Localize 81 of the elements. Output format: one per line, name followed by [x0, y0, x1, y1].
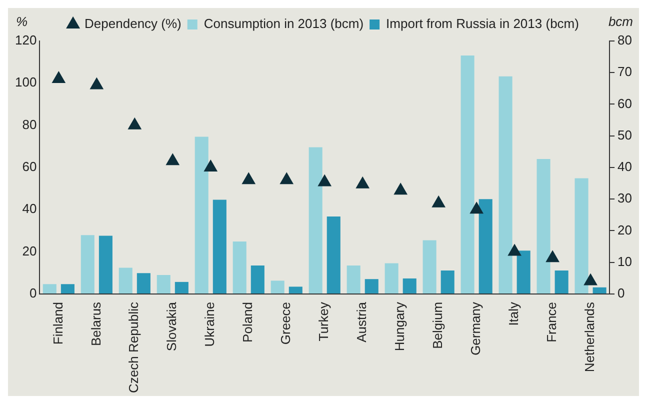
- bar: [98, 236, 112, 294]
- bar: [574, 178, 588, 294]
- bar: [232, 241, 246, 294]
- x-tick-label: France: [544, 302, 560, 342]
- point: [432, 196, 446, 208]
- bar: [592, 287, 606, 294]
- point: [584, 274, 598, 286]
- y-tick-label: 80: [22, 116, 37, 132]
- bar: [60, 284, 74, 294]
- x-tick-label: Germany: [468, 301, 484, 356]
- bar: [80, 235, 94, 294]
- point: [204, 160, 218, 172]
- bar: [326, 216, 340, 294]
- y2-tick-label: 60: [618, 96, 632, 111]
- bar: [42, 284, 56, 294]
- x-tick-label: Slovakia: [164, 301, 180, 352]
- bar: [346, 266, 360, 294]
- bar: [174, 282, 188, 294]
- y2-tick-label: 20: [618, 222, 632, 238]
- point: [356, 176, 370, 188]
- bar: [118, 268, 132, 294]
- legend-label: Consumption in 2013 (bcm): [204, 16, 364, 32]
- bar: [440, 270, 454, 294]
- bar: [536, 158, 550, 294]
- point: [470, 202, 484, 214]
- x-tick-label: Turkey: [316, 301, 332, 342]
- point: [394, 183, 408, 195]
- bar: [136, 273, 150, 294]
- point: [90, 78, 104, 90]
- bar: [212, 200, 226, 294]
- y2-tick-label: 70: [618, 64, 632, 80]
- legend-label: Import from Russia in 2013 (bcm): [386, 16, 579, 32]
- bar: [270, 280, 284, 294]
- x-tick-label: Italy: [506, 301, 522, 326]
- y-tick-label: 100: [14, 74, 37, 90]
- bar: [402, 278, 416, 294]
- bar: [554, 270, 568, 294]
- point: [242, 172, 256, 184]
- point: [128, 118, 142, 130]
- y2-tick-label: 10: [618, 254, 632, 269]
- legend-label: Dependency (%): [84, 16, 182, 32]
- x-tick-label: Hungary: [392, 301, 408, 352]
- y-tick-label: 20: [22, 243, 37, 258]
- point: [166, 154, 180, 166]
- y-tick-label: 0: [29, 286, 37, 301]
- bar: [156, 274, 170, 294]
- x-tick-label: Poland: [240, 302, 256, 342]
- y2-tick-label: 40: [618, 159, 632, 174]
- bar: [422, 240, 436, 294]
- bar: [460, 56, 474, 294]
- y2-axis-title: bcm: [608, 14, 634, 30]
- point: [546, 250, 560, 262]
- bar: [308, 147, 322, 294]
- bar: [516, 250, 530, 294]
- bar: [478, 199, 492, 294]
- y-axis-title: %: [16, 14, 28, 30]
- y2-tick-label: 80: [618, 32, 632, 48]
- point: [318, 174, 332, 186]
- y-tick-label: 40: [22, 201, 37, 216]
- bar: [384, 263, 398, 294]
- y2-tick-label: 30: [618, 190, 632, 206]
- y-tick-label: 120: [14, 32, 37, 48]
- point: [280, 172, 294, 184]
- bar: [498, 76, 512, 294]
- x-tick-label: Czech Republic: [126, 301, 142, 393]
- x-tick-label: Netherlands: [582, 301, 598, 372]
- x-tick-label: Finland: [50, 302, 66, 345]
- bar: [250, 266, 264, 294]
- bar: [194, 136, 208, 294]
- x-tick-label: Greece: [278, 302, 294, 345]
- y-tick-label: 60: [22, 159, 37, 174]
- point: [508, 244, 522, 256]
- bar: [288, 286, 302, 294]
- point: [52, 71, 66, 83]
- y2-tick-label: 50: [618, 127, 632, 142]
- bar: [364, 279, 378, 294]
- x-tick-label: Belgium: [430, 302, 446, 349]
- y2-tick-label: 0: [618, 286, 625, 301]
- x-tick-label: Belarus: [88, 301, 104, 346]
- x-tick-label: Ukraine: [202, 302, 218, 347]
- x-tick-label: Austria: [354, 301, 370, 342]
